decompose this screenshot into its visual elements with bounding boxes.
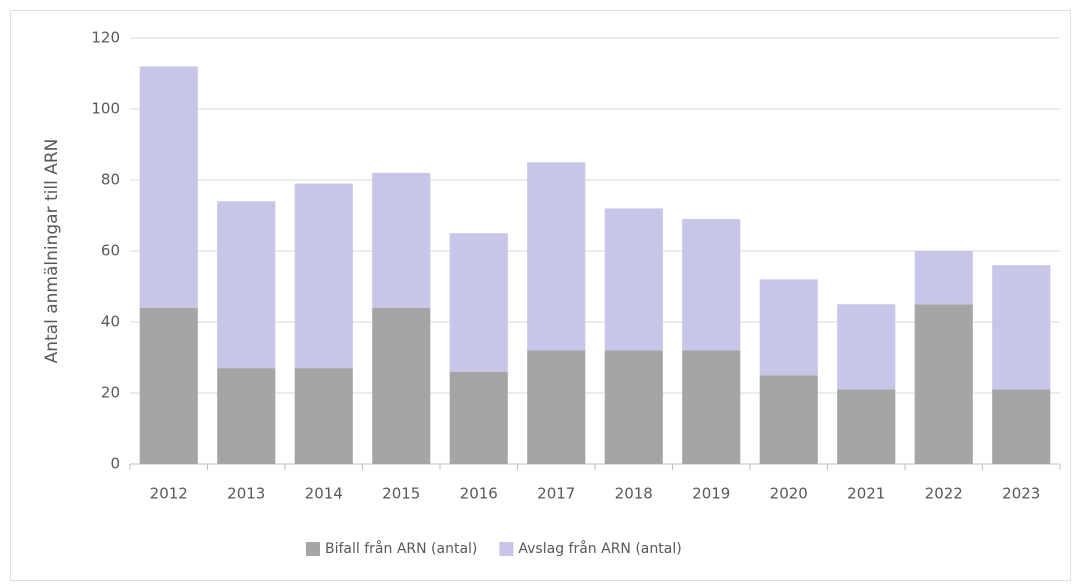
bar-segment [217, 368, 276, 464]
bar-segment [527, 162, 586, 351]
y-tick-label: 20 [101, 384, 120, 402]
bar-segment [992, 265, 1051, 390]
y-tick-label: 60 [101, 242, 120, 260]
bar-segment [139, 307, 198, 464]
x-tick-label: 2018 [615, 485, 653, 503]
x-tick-label: 2019 [692, 485, 730, 503]
bar-segment [217, 201, 276, 369]
legend-swatch [306, 542, 320, 556]
bar-segment [604, 350, 663, 464]
bar-segment [294, 368, 353, 464]
bar-segment [914, 251, 973, 305]
y-tick-label: 120 [91, 29, 120, 47]
x-tick-label: 2015 [382, 485, 420, 503]
x-tick-label: 2014 [305, 485, 343, 503]
legend-swatch [499, 542, 514, 556]
bar-segment [682, 219, 741, 351]
y-tick-label: 0 [110, 455, 120, 473]
x-tick-label: 2016 [460, 485, 498, 503]
bar-segment [294, 183, 353, 369]
bar-segment [759, 279, 818, 376]
legend-label: Avslag från ARN (antal) [518, 540, 681, 557]
bar-segment [449, 233, 508, 372]
x-tick-label: 2021 [847, 485, 885, 503]
bar-segment [372, 307, 431, 464]
x-tick-label: 2022 [925, 485, 963, 503]
bar-segment [837, 304, 896, 390]
bar-segment [992, 389, 1051, 464]
bar-segment [682, 350, 741, 464]
y-tick-label: 100 [91, 100, 120, 118]
y-tick-label: 40 [101, 313, 120, 331]
y-axis-label: Antal anmälningar till ARN [42, 139, 62, 364]
bar-segment [449, 371, 508, 464]
legend-label: Bifall från ARN (antal) [325, 540, 477, 557]
bar-segment [759, 375, 818, 464]
y-tick-label: 80 [101, 171, 120, 189]
x-tick-label: 2013 [227, 485, 265, 503]
bar-segment [914, 304, 973, 464]
x-tick-label: 2012 [150, 485, 188, 503]
bar-segment [837, 389, 896, 464]
x-tick-label: 2023 [1002, 485, 1040, 503]
bar-segment [604, 208, 663, 351]
x-tick-label: 2017 [537, 485, 575, 503]
bar-segment [139, 66, 198, 308]
bar-segment [372, 172, 431, 308]
x-tick-label: 2020 [770, 485, 808, 503]
bar-segment [527, 350, 586, 464]
